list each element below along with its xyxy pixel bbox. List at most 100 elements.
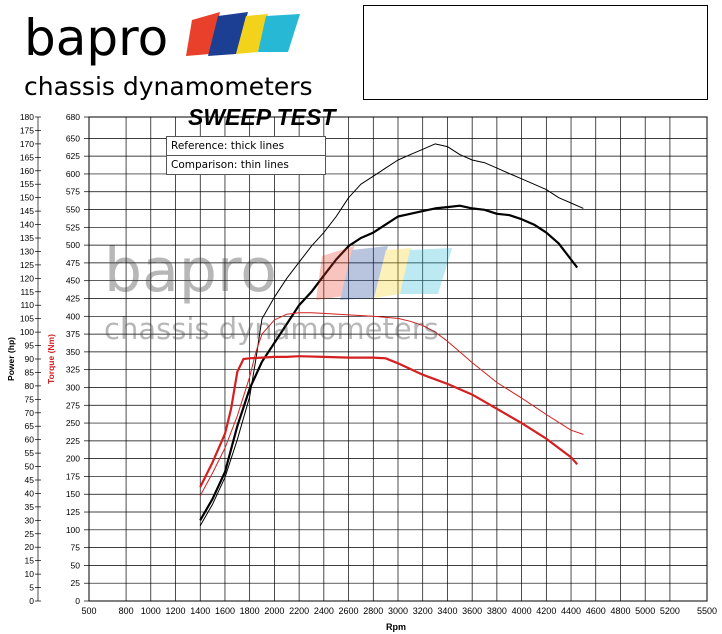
- torque-tick-label: 225: [66, 436, 80, 446]
- power-tick-label: 130: [20, 246, 34, 256]
- x-tick-label: 4600: [586, 606, 606, 616]
- power-tick-label: 115: [20, 287, 34, 297]
- x-tick-label: 3200: [413, 606, 433, 616]
- torque-tick-label: 425: [66, 294, 80, 304]
- chart-title: SWEEP TEST: [188, 104, 336, 130]
- torque-tick-label: 175: [66, 471, 80, 481]
- x-tick-label: 1400: [190, 606, 210, 616]
- power-tick-label: 65: [25, 421, 35, 431]
- x-tick-label: 1200: [166, 606, 186, 616]
- power-tick-label: 150: [20, 193, 34, 203]
- x-tick-label: 3800: [487, 606, 507, 616]
- torque-tick-label: 0: [75, 596, 80, 606]
- power-tick-label: 10: [25, 569, 35, 579]
- power-tick-label: 45: [25, 475, 35, 485]
- torque-tick-label: 575: [66, 187, 80, 197]
- legend-comparison: Comparison: thin lines: [167, 155, 325, 174]
- power-tick-label: 180: [20, 112, 34, 122]
- torque-tick-label: 450: [66, 276, 80, 286]
- power-tick-label: 30: [25, 515, 35, 525]
- power-tick-label: 35: [25, 502, 35, 512]
- torque-tick-label: 300: [66, 382, 80, 392]
- x-tick-label: 5200: [660, 606, 680, 616]
- torque-tick-label: 550: [66, 205, 80, 215]
- torque-tick-label: 50: [71, 560, 81, 570]
- power-tick-label: 80: [25, 381, 35, 391]
- power-tick-label: 120: [20, 273, 34, 283]
- torque-tick-label: 625: [66, 151, 80, 161]
- torque-tick-label: 650: [66, 133, 80, 143]
- series-line-2: [199, 355, 579, 488]
- x-tick-label: 1600: [215, 606, 235, 616]
- brand-subtitle: chassis dynamometers: [24, 72, 313, 101]
- power-tick-label: 95: [25, 341, 35, 351]
- torque-axis-title: Torque (Nm): [46, 334, 56, 384]
- x-tick-label: 2200: [289, 606, 309, 616]
- power-tick-label: 135: [20, 233, 34, 243]
- x-tick-label: 4200: [536, 606, 556, 616]
- torque-tick-label: 25: [71, 578, 81, 588]
- power-tick-label: 90: [25, 354, 35, 364]
- power-tick-label: 100: [20, 327, 34, 337]
- x-axis-title: Rpm: [386, 622, 406, 632]
- watermark-name: bapro: [104, 236, 277, 306]
- torque-tick-label: 375: [66, 329, 80, 339]
- x-tick-label: 5000: [635, 606, 655, 616]
- x-tick-label: 2000: [264, 606, 284, 616]
- power-tick-label: 175: [20, 125, 34, 135]
- torque-tick-label: 125: [66, 507, 80, 517]
- torque-tick-label: 250: [66, 418, 80, 428]
- power-tick-label: 105: [20, 314, 34, 324]
- power-tick-label: 110: [20, 300, 34, 310]
- power-tick-label: 155: [20, 179, 34, 189]
- torque-tick-label: 100: [66, 525, 80, 535]
- color-stripes-icon: [186, 12, 300, 56]
- power-tick-label: 140: [20, 220, 34, 230]
- watermark-subtitle: chassis dynamometers: [104, 312, 439, 346]
- torque-tick-label: 500: [66, 240, 80, 250]
- power-tick-label: 25: [25, 529, 35, 539]
- power-tick-label: 40: [25, 488, 35, 498]
- power-tick-label: 5: [29, 583, 34, 593]
- x-tick-label: 800: [119, 606, 134, 616]
- x-tick-label: 2800: [363, 606, 383, 616]
- x-tick-label: 3400: [437, 606, 457, 616]
- plot-frame: [88, 116, 708, 602]
- x-tick-label: 4800: [610, 606, 630, 616]
- x-tick-label: 4000: [512, 606, 532, 616]
- x-tick-label: 4400: [561, 606, 581, 616]
- power-axis-title: Power (hp): [6, 337, 16, 381]
- power-tick-label: 125: [20, 260, 34, 270]
- torque-tick-label: 525: [66, 222, 80, 232]
- power-tick-label: 15: [25, 556, 35, 566]
- power-tick-label: 85: [25, 367, 35, 377]
- series-line-3: [199, 312, 584, 496]
- power-tick-label: 145: [20, 206, 34, 216]
- power-tick-label: 50: [25, 462, 35, 472]
- power-tick-label: 60: [25, 435, 35, 445]
- torque-tick-label: 200: [66, 454, 80, 464]
- brand-name: bapro: [24, 9, 169, 67]
- x-tick-label: 3600: [462, 606, 482, 616]
- legend: Reference: thick lines Comparison: thin …: [166, 136, 326, 175]
- torque-tick-label: 350: [66, 347, 80, 357]
- power-tick-label: 55: [25, 448, 35, 458]
- torque-tick-label: 475: [66, 258, 80, 268]
- torque-tick-label: 680: [66, 112, 80, 122]
- torque-tick-label: 325: [66, 365, 80, 375]
- x-tick-label: 3000: [388, 606, 408, 616]
- torque-tick-label: 150: [66, 489, 80, 499]
- power-tick-label: 0: [29, 596, 34, 606]
- power-tick-label: 170: [20, 139, 34, 149]
- torque-tick-label: 75: [71, 543, 81, 553]
- info-box: [363, 5, 708, 100]
- power-tick-label: 20: [25, 542, 35, 552]
- x-tick-label: 2400: [314, 606, 334, 616]
- x-tick-label: 1800: [240, 606, 260, 616]
- x-tick-label: 2600: [339, 606, 359, 616]
- x-tick-label: 1000: [141, 606, 161, 616]
- x-tick-label: 500: [81, 606, 96, 616]
- watermark-stripes-icon: [316, 246, 452, 300]
- torque-tick-label: 275: [66, 400, 80, 410]
